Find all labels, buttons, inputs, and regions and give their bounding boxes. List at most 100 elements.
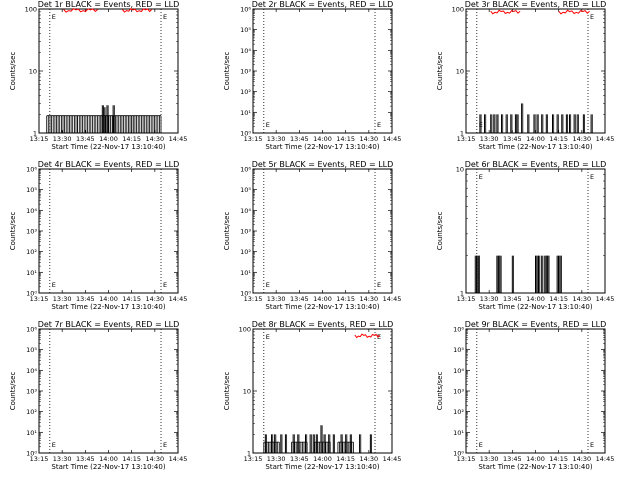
x-tick-label: 13:30 [480,455,499,463]
x-tick-label: 13:45 [503,295,522,303]
y-tick-label: 10³ [26,228,37,236]
chart-panel-4: Det 4r BLACK = Events, RED = LLD 13:15 13:… [9,160,187,311]
y-tick-label: 10 [29,68,37,76]
y-tick-label: 1 [33,130,37,138]
y-tick-label: 10³ [26,388,37,396]
x-tick-label: 14:30 [359,455,378,463]
x-tick-label: 14:30 [572,135,591,143]
plot-frame [38,328,179,454]
x-axis-label: Start Time (22-Nov-17 13:10:40) [478,463,592,471]
event-marker-label: E [163,281,167,289]
chart-panel-7: Det 7r BLACK = Events, RED = LLD 13:15 13:… [9,320,187,471]
chart-panel-6: Det 6r BLACK = Events, RED = LLD 13:15 13:… [436,160,614,311]
x-tick-label: 13:30 [267,135,286,143]
y-tick-label: 10⁰ [26,450,37,458]
y-tick-label: 10⁶ [26,326,37,334]
x-tick-label: 14:45 [596,135,615,143]
event-marker-label: E [377,333,381,341]
chart-panel-1: Det 1r BLACK = Events, RED = LLD 13:15 13:… [9,0,187,151]
y-tick-label: 10⁵ [26,346,37,354]
y-tick-label: 10⁵ [26,186,37,194]
x-axis-label: Start Time (22-Nov-17 13:10:40) [265,463,379,471]
y-tick-label: 10¹ [26,429,37,437]
y-axis-label: Counts/sec [9,372,17,411]
x-tick-label: 13:30 [53,455,72,463]
y-tick-label: 10⁴ [240,47,251,55]
x-tick-label: 13:45 [503,455,522,463]
x-tick-label: 13:30 [480,135,499,143]
plot-frame [252,168,393,294]
event-marker-label: E [590,441,594,449]
y-tick-label: 10³ [453,388,464,396]
y-tick-label: 10 [243,388,251,396]
x-tick-label: 14:30 [145,135,164,143]
chart-title: Det 1r BLACK = Events, RED = LLD [38,0,180,9]
y-tick-label: 10⁴ [453,367,464,375]
x-tick-label: 14:45 [169,295,188,303]
x-tick-label: 13:45 [76,455,95,463]
x-tick-label: 14:00 [99,455,118,463]
x-tick-label: 14:00 [526,295,545,303]
series-2-segment-2 [558,9,590,15]
x-tick-label: 14:30 [145,295,164,303]
chart-title: Det 9r BLACK = Events, RED = LLD [465,320,607,329]
series-2-segment-1 [354,333,380,339]
x-tick-label: 14:15 [336,455,355,463]
y-tick-label: 10⁵ [240,26,251,34]
x-axis-label: Start Time (22-Nov-17 13:10:40) [51,143,165,151]
y-axis-label: Counts/sec [223,52,231,91]
y-tick-label: 10¹ [26,269,37,277]
x-tick-label: 14:00 [313,295,332,303]
chart-title: Det 7r BLACK = Events, RED = LLD [38,320,180,329]
x-tick-label: 14:45 [383,135,402,143]
x-tick-label: 14:45 [169,455,188,463]
x-tick-label: 13:15 [457,295,476,303]
x-tick-label: 14:00 [99,135,118,143]
event-marker-label: E [163,13,167,21]
chart-panel-2: Det 2r BLACK = Events, RED = LLD 13:15 13:… [223,0,401,151]
x-tick-label: 13:15 [244,455,263,463]
x-tick-label: 14:30 [145,455,164,463]
event-marker-label: E [163,441,167,449]
x-tick-label: 14:30 [572,295,591,303]
x-tick-label: 14:15 [336,295,355,303]
event-marker-label: E [377,281,381,289]
x-tick-label: 13:15 [30,295,49,303]
x-tick-label: 13:15 [244,135,263,143]
y-axis-label: Counts/sec [223,212,231,251]
x-tick-label: 14:15 [122,135,141,143]
series-1-segment-1 [46,115,78,133]
x-tick-label: 13:30 [267,455,286,463]
y-tick-label: 10¹ [240,269,251,277]
y-tick-label: 10² [26,408,37,416]
x-tick-label: 14:15 [549,455,568,463]
y-tick-label: 10² [240,248,251,256]
x-tick-label: 14:00 [313,455,332,463]
y-tick-label: 10⁶ [453,326,464,334]
y-tick-label: 1 [460,130,464,138]
x-tick-label: 13:45 [503,135,522,143]
y-axis-label: Counts/sec [9,212,17,251]
y-tick-label: 10¹ [453,429,464,437]
y-tick-label: 10⁴ [26,367,37,375]
y-axis-label: Counts/sec [223,372,231,411]
x-tick-label: 14:30 [359,135,378,143]
event-marker-label: E [52,13,56,21]
y-tick-label: 100 [239,326,251,334]
x-tick-label: 13:15 [457,135,476,143]
x-tick-label: 13:15 [457,455,476,463]
series-2-segment-1 [63,7,99,13]
y-tick-label: 10⁰ [26,290,37,298]
x-axis-label: Start Time (22-Nov-17 13:10:40) [51,463,165,471]
y-tick-label: 10⁰ [453,450,464,458]
y-tick-label: 100 [452,6,464,14]
x-tick-label: 13:45 [76,295,95,303]
x-tick-label: 14:15 [549,135,568,143]
y-tick-label: 10⁵ [240,186,251,194]
x-tick-label: 14:15 [549,295,568,303]
x-axis-label: Start Time (22-Nov-17 13:10:40) [265,143,379,151]
y-tick-label: 1 [460,290,464,298]
x-tick-label: 13:15 [30,135,49,143]
chart-title: Det 2r BLACK = Events, RED = LLD [252,0,394,9]
